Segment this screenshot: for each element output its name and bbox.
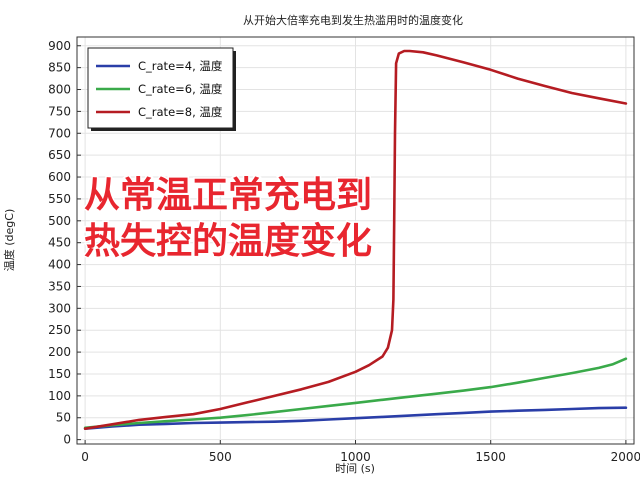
legend-label-3: C_rate=8, 温度 xyxy=(138,105,223,119)
y-tick-label: 800 xyxy=(48,83,71,97)
x-axis-ticks: 0 500 1000 1500 2000 xyxy=(81,440,640,464)
y-tick-label: 0 xyxy=(63,433,71,447)
legend-label-1: C_rate=4, 温度 xyxy=(138,59,223,73)
legend-label-2: C_rate=6, 温度 xyxy=(138,82,223,96)
overlay-line-2: 热失控的温度变化 xyxy=(84,220,372,262)
overlay-line-1: 从常温正常充电到 xyxy=(84,175,372,216)
y-tick-label: 350 xyxy=(48,279,71,293)
legend-items: C_rate=4, 温度 C_rate=6, 温度 C_rate=8, 温度 xyxy=(96,59,223,119)
legend: C_rate=4, 温度 C_rate=6, 温度 C_rate=8, 温度 xyxy=(87,47,236,131)
x-axis-label: 时间 (s) xyxy=(335,462,375,475)
y-tick-label: 100 xyxy=(48,389,71,403)
series-lines xyxy=(83,49,628,430)
x-tick-label: 500 xyxy=(209,450,232,464)
series-line-3 xyxy=(83,49,628,430)
y-tick-label: 300 xyxy=(48,301,71,315)
y-gridlines xyxy=(77,45,634,441)
y-axis-ticks: 0 50 100 150 200 250 300 350 400 450 500 550 600 650 7… xyxy=(48,39,81,447)
y-tick-label: 600 xyxy=(48,170,71,184)
x-tick-label: 0 xyxy=(81,450,89,464)
y-tick-label: 450 xyxy=(48,236,71,250)
y-tick-label: 250 xyxy=(48,323,71,337)
overlay-caption: 从常温正常充电到 热失控的温度变化 xyxy=(83,174,374,264)
y-tick-label: 400 xyxy=(48,258,71,272)
y-tick-label: 500 xyxy=(48,214,71,228)
y-tick-label: 900 xyxy=(48,39,71,53)
y-tick-label: 650 xyxy=(48,148,71,162)
x-tick-label: 1500 xyxy=(475,450,506,464)
x-tick-label: 2000 xyxy=(611,450,640,464)
x-tick-label: 1000 xyxy=(340,450,371,464)
y-tick-label: 700 xyxy=(48,126,71,140)
series-line-2 xyxy=(83,357,628,430)
y-tick-label: 850 xyxy=(48,61,71,75)
series-line-1 xyxy=(83,406,628,430)
y-tick-label: 150 xyxy=(48,367,71,381)
y-tick-label: 50 xyxy=(56,411,71,425)
y-tick-label: 200 xyxy=(48,345,71,359)
y-tick-label: 750 xyxy=(48,104,71,118)
chart-title: 从开始大倍率充电到发生热滥用时的温度变化 xyxy=(243,13,463,27)
y-axis-label: 温度 (degC) xyxy=(2,209,16,272)
y-tick-label: 550 xyxy=(48,192,71,206)
